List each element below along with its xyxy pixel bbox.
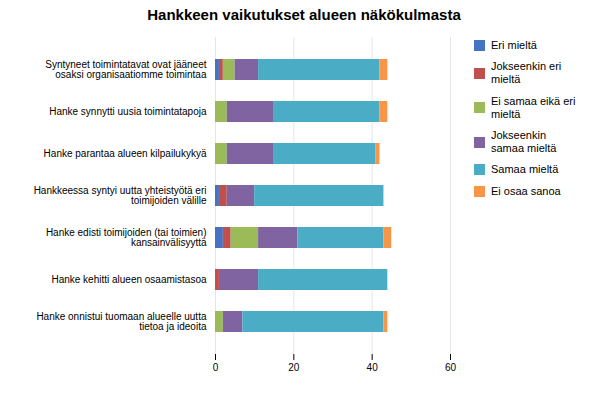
svg-text:40: 40: [367, 362, 379, 373]
svg-text:60: 60: [445, 362, 457, 373]
svg-text:Hanke synnytti uusia toimintat: Hanke synnytti uusia toimintatapoja: [49, 106, 207, 117]
svg-text:Hanke onnistui tuomaan alueell: Hanke onnistui tuomaan alueelle uuttatie…: [36, 311, 207, 332]
svg-text:Hankkeessa syntyi uutta yhteis: Hankkeessa syntyi uutta yhteistyötä erit…: [34, 185, 207, 206]
html-text:Ei osaa sanoa: Ei osaa sanoa: [491, 184, 561, 197]
html-text:Jokseenkin samaa mieltä: Jokseenkin samaa mieltä: [491, 128, 557, 155]
html-text:Samaa mieltä: Samaa mieltä: [491, 163, 559, 176]
svg-text:0: 0: [213, 362, 219, 373]
html-text:Jokseenkin eri mieltä: Jokseenkin eri mieltä: [491, 60, 562, 86]
html-text:Hankkeen vaikutukset alueen nä: Hankkeen vaikutukset alueen näkökulmasta: [147, 6, 461, 23]
svg-text:20: 20: [288, 362, 300, 373]
html-text:Ei samaa eikä eri mieltä: Ei samaa eikä eri mieltä: [491, 94, 576, 120]
svg-text:Hanke kehitti alueen osaamista: Hanke kehitti alueen osaamistasoa: [51, 274, 207, 285]
svg-text:Hanke parantaa alueen kilpailu: Hanke parantaa alueen kilpailukykyä: [44, 148, 207, 159]
html-text:Eri mieltä: Eri mieltä: [491, 39, 537, 51]
svg-text:Syntyneet toimintatavat ovat j: Syntyneet toimintatavat ovat jääneetosak…: [45, 59, 207, 80]
svg-text:Hanke edisti toimijoiden (tai: Hanke edisti toimijoiden (tai toimien)ka…: [46, 227, 207, 248]
